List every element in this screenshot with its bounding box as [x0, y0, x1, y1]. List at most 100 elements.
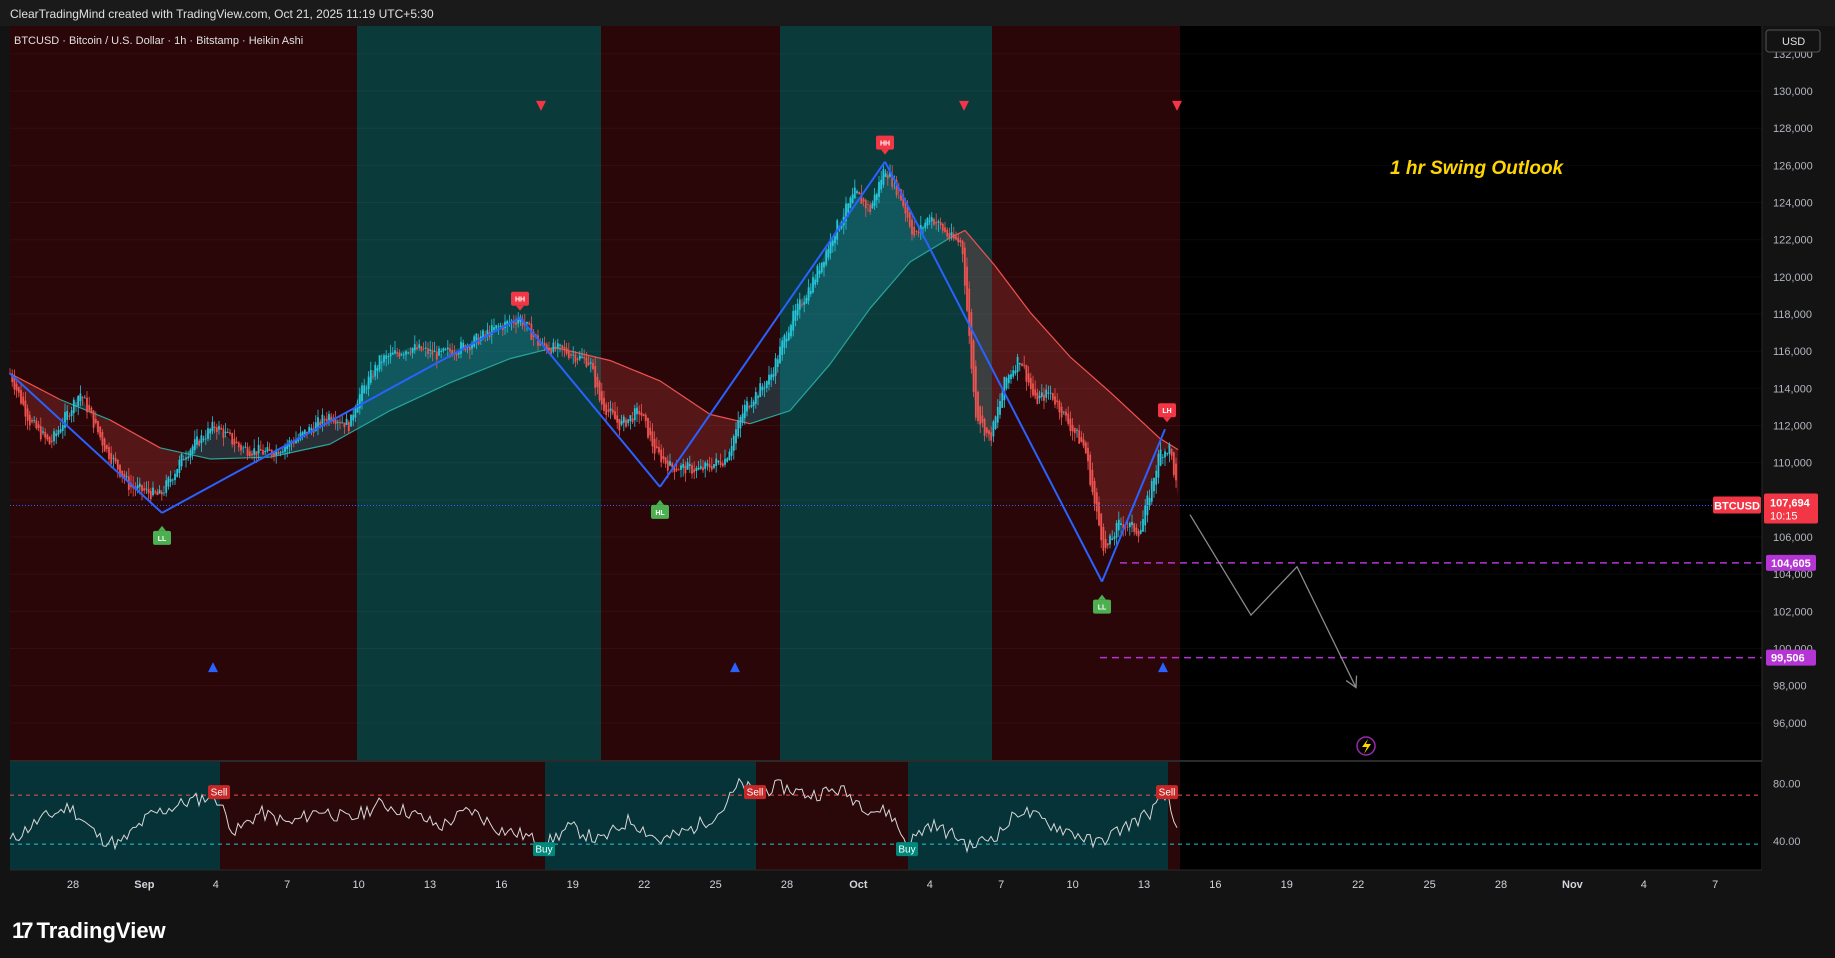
osc-tick-label-1: 80.00: [1773, 779, 1801, 791]
candle-body-95: [215, 427, 218, 433]
candle-body-424: [939, 221, 942, 226]
candle-body-44: [103, 438, 106, 452]
candle-body-67: [154, 491, 157, 493]
candle-body-246: [548, 347, 550, 351]
swing-label-box-1: [153, 530, 171, 545]
candle-body-314: [697, 467, 700, 470]
ma-line-seg-16: [789, 363, 831, 412]
candle-body-268: [596, 376, 599, 388]
candle-body-431: [955, 236, 957, 240]
candle-body-178: [398, 352, 401, 357]
candle-body-359: [796, 303, 799, 316]
candle-body-11: [31, 420, 33, 422]
candle-body-251: [559, 344, 561, 346]
candle-body-144: [323, 419, 326, 420]
candle-body-278: [618, 418, 621, 431]
candle-body-42: [99, 426, 102, 438]
candle-body-164: [367, 376, 370, 389]
candle-body-390: [864, 200, 867, 209]
candle-body-199: [444, 348, 447, 350]
tradingview-logo[interactable]: 17 TradingView: [12, 918, 166, 944]
candle-body-452: [1001, 392, 1004, 408]
candle-body-274: [609, 408, 612, 411]
regime-band-3: [601, 26, 780, 760]
candle-body-113: [255, 451, 258, 456]
candle-body-413: [915, 231, 918, 233]
y-axis[interactable]: 96,00098,000100,000102,000104,000106,000…: [1713, 26, 1835, 870]
candle-body-393: [871, 203, 874, 209]
x-tick-label-1: 28: [67, 879, 79, 891]
symbol-tag-text: BTCUSD: [1714, 501, 1760, 513]
osc-tick-label-2: 40.00: [1773, 836, 1801, 848]
candle-body-121: [273, 452, 275, 457]
candle-body-267: [594, 366, 597, 388]
candle-body-523: [1157, 453, 1160, 478]
x-tick-label-13: 4: [927, 879, 933, 891]
candle-body-446: [988, 430, 990, 435]
candle-body-282: [627, 419, 630, 424]
candle-body-511: [1131, 522, 1133, 526]
candle-body-29: [70, 410, 73, 417]
ma-line-seg-13: [659, 380, 711, 415]
lightning-icon-ring: [1356, 736, 1376, 756]
regime-band-5: [992, 26, 1180, 760]
candle-body-101: [229, 432, 231, 434]
candle-body-63: [145, 488, 148, 490]
candle-body-187: [418, 344, 421, 349]
candle-body-337: [748, 406, 751, 408]
candle-body-84: [191, 446, 194, 454]
ma-cloud-2: [14, 375, 74, 445]
y-tick-label-6: 106,000: [1773, 532, 1813, 544]
swing-label-text-3: HL: [655, 510, 665, 517]
candle-body-269: [598, 381, 601, 401]
projection-arrowhead: [1345, 675, 1358, 689]
candle-body-346: [768, 374, 770, 385]
candle-body-176: [394, 350, 396, 354]
candle-body-118: [266, 447, 269, 452]
price-chart[interactable]: LL HH HL HH LL LH Sell Buy Sell Buy Sell 96,000 98…: [0, 26, 1835, 898]
ma-line-seg-24: [1069, 356, 1111, 393]
candle-body-40: [94, 419, 97, 424]
candle-body-17: [44, 432, 47, 438]
currency-selector-box[interactable]: [1765, 29, 1821, 53]
last-price-value: 107,694: [1770, 498, 1811, 510]
candle-body-182: [407, 352, 410, 354]
zigzag-seg-4: [659, 161, 886, 488]
candle-body-155: [347, 421, 350, 432]
candle-body-384: [851, 194, 854, 203]
candle-body-97: [220, 427, 223, 430]
candle-body-48: [112, 457, 115, 459]
y-tick-label-14: 122,000: [1773, 235, 1813, 247]
candle-body-383: [849, 197, 852, 208]
candle-body-193: [431, 350, 434, 355]
ma-line-seg-9: [449, 358, 511, 384]
candle-body-223: [497, 326, 500, 328]
ma-line-seg-12: [609, 359, 661, 382]
candle-body-421: [933, 219, 935, 225]
candle-body-24: [59, 429, 62, 433]
candle-body-311: [691, 465, 693, 474]
lightning-icon[interactable]: [1356, 736, 1376, 756]
candle-body-326: [724, 458, 726, 465]
x-axis[interactable]: 28 Sep 4 7 10 13 16 19 22 25 28 Oct 4 7 10 13 16 19 22 25 28…: [0, 869, 1835, 898]
candle-body-501: [1109, 535, 1111, 545]
chart-title: BTCUSD · Bitcoin / U.S. Dollar · 1h · Bi…: [14, 35, 303, 47]
candle-body-320: [710, 466, 713, 470]
currency-selector[interactable]: USD: [1765, 29, 1821, 53]
candle-body-211: [471, 344, 473, 349]
candle-body-52: [121, 470, 124, 478]
candle-body-8: [24, 400, 27, 417]
candle-body-505: [1117, 519, 1120, 531]
candle-body-305: [677, 469, 680, 471]
candle-body-250: [556, 343, 559, 349]
candle-body-317: [704, 462, 707, 469]
candle-body-28: [68, 415, 71, 417]
candle-body-332: [737, 420, 740, 437]
candle-body-500: [1106, 543, 1109, 546]
swing-outlook-annotation: 1 hr Swing Outlook: [1390, 158, 1565, 179]
candle-body-92: [209, 428, 212, 434]
candle-body-266: [592, 362, 594, 370]
y-tick-label-16: 126,000: [1773, 160, 1813, 172]
candle-body-287: [638, 410, 641, 415]
candle-body-82: [187, 456, 190, 459]
